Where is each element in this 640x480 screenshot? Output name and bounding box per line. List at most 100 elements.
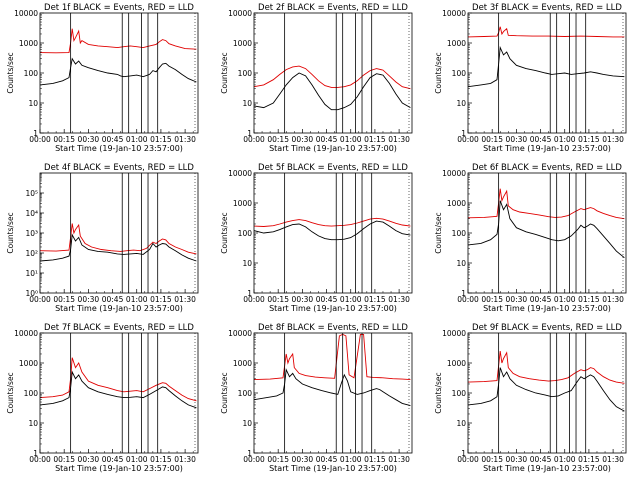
y-tick-label: 1000 [447,199,466,208]
series-lld-line [254,333,411,381]
x-tick-label: 00:30 [506,295,528,304]
series-events-line [40,57,197,86]
x-tick-label: 00:15 [53,135,75,144]
y-tick-label: 10⁰ [25,289,38,298]
x-tick-label: 00:15 [481,295,503,304]
y-tick-label: 100 [238,389,253,398]
x-tick-label: 00:00 [457,295,479,304]
panel-title: Det 2f BLACK = Events, RED = LLD [258,3,408,13]
series-lld-line [254,217,411,227]
y-axis-label: Counts/sec [6,372,15,413]
y-tick-label: 10 [242,99,252,108]
x-tick-label: 01:15 [364,295,386,304]
plot-frame [467,172,627,294]
x-tick-label: 00:30 [292,135,314,144]
panel-det-3: Det 3f BLACK = Events, RED = LLD 1 10 100 10… [434,3,627,153]
x-tick-label: 00:45 [316,135,338,144]
plot-frame [253,172,413,294]
x-tick-label: 00:30 [78,135,100,144]
panel-det-4: Det 4f BLACK = Events, RED = LLD 10⁰ 10¹ 10… [6,163,199,313]
panel-title: Det 8f BLACK = Events, RED = LLD [258,323,408,333]
y-tick-label: 10000 [228,169,252,178]
y-tick-label: 10² [25,249,38,258]
x-tick-label: 00:00 [29,295,51,304]
x-axis-label: Start Time (19-Jan-10 23:57:00) [55,464,183,473]
y-tick-label: 10¹ [25,269,38,278]
x-tick-label: 01:00 [340,135,362,144]
y-tick-label: 1000 [233,199,252,208]
y-tick-label: 10000 [14,329,38,338]
x-tick-label: 00:30 [78,455,100,464]
x-tick-label: 00:00 [29,455,51,464]
y-tick-label: 1 [461,449,466,458]
x-tick-label: 00:00 [457,455,479,464]
y-tick-label: 100 [24,389,39,398]
x-tick-label: 01:30 [388,455,410,464]
x-tick-label: 01:15 [578,135,600,144]
y-tick-label: 1 [33,129,38,138]
x-tick-label: 01:00 [126,135,148,144]
x-tick-label: 01:30 [174,295,196,304]
x-tick-label: 01:30 [174,135,196,144]
y-tick-label: 10 [456,419,466,428]
y-axis-label: Counts/sec [220,212,229,253]
x-axis-label: Start Time (19-Jan-10 23:57:00) [483,464,611,473]
series-events-line [40,370,197,409]
y-tick-label: 10000 [14,9,38,18]
y-tick-label: 1000 [233,359,252,368]
series-events-line [468,45,625,88]
x-tick-label: 01:30 [388,135,410,144]
x-tick-label: 00:15 [53,455,75,464]
series-events-line [468,367,625,412]
y-tick-label: 10 [28,419,38,428]
y-axis-label: Counts/sec [6,52,15,93]
x-tick-label: 01:15 [578,455,600,464]
series-lld-line [40,223,197,255]
x-axis-label: Start Time (19-Jan-10 23:57:00) [269,144,397,153]
x-axis-label: Start Time (19-Jan-10 23:57:00) [55,304,183,313]
x-tick-label: 00:00 [243,135,265,144]
x-tick-label: 01:15 [150,295,172,304]
y-axis-label: Counts/sec [220,372,229,413]
series-events-line [40,233,197,262]
x-tick-label: 00:15 [267,135,289,144]
x-tick-label: 00:00 [457,135,479,144]
y-tick-label: 1000 [233,39,252,48]
y-tick-label: 10000 [228,9,252,18]
x-tick-label: 00:45 [102,295,124,304]
series-lld-line [254,65,411,90]
series-lld-line [468,351,625,384]
x-tick-label: 01:30 [602,135,624,144]
y-tick-label: 10000 [442,169,466,178]
plot-frame [39,332,199,454]
x-tick-label: 00:15 [481,135,503,144]
y-axis-label: Counts/sec [6,212,15,253]
y-tick-label: 10000 [228,329,252,338]
plot-frame [467,332,627,454]
x-tick-label: 01:15 [150,455,172,464]
x-tick-label: 00:45 [102,135,124,144]
x-tick-label: 00:30 [506,455,528,464]
y-tick-label: 1 [247,449,252,458]
x-axis-label: Start Time (19-Jan-10 23:57:00) [55,144,183,153]
y-axis-label: Counts/sec [434,212,443,253]
y-tick-label: 10000 [442,329,466,338]
y-tick-label: 10⁵ [25,189,38,198]
y-tick-label: 1000 [19,359,38,368]
x-tick-label: 00:00 [29,135,51,144]
panel-title: Det 7f BLACK = Events, RED = LLD [44,323,194,333]
series-lld-line [40,28,197,54]
x-axis-label: Start Time (19-Jan-10 23:57:00) [269,464,397,473]
x-tick-label: 00:30 [506,135,528,144]
y-tick-label: 1 [33,449,38,458]
x-tick-label: 01:30 [602,295,624,304]
x-axis-label: Start Time (19-Jan-10 23:57:00) [269,304,397,313]
x-tick-label: 00:45 [102,455,124,464]
plot-frame [39,172,199,294]
y-tick-label: 1000 [447,359,466,368]
panel-det-7: Det 7f BLACK = Events, RED = LLD 1 10 100 10… [6,323,199,473]
panel-title: Det 1f BLACK = Events, RED = LLD [44,3,194,13]
panel-det-5: Det 5f BLACK = Events, RED = LLD 1 10 100 10… [220,163,413,313]
series-lld-line [468,26,625,38]
x-tick-label: 01:30 [602,455,624,464]
